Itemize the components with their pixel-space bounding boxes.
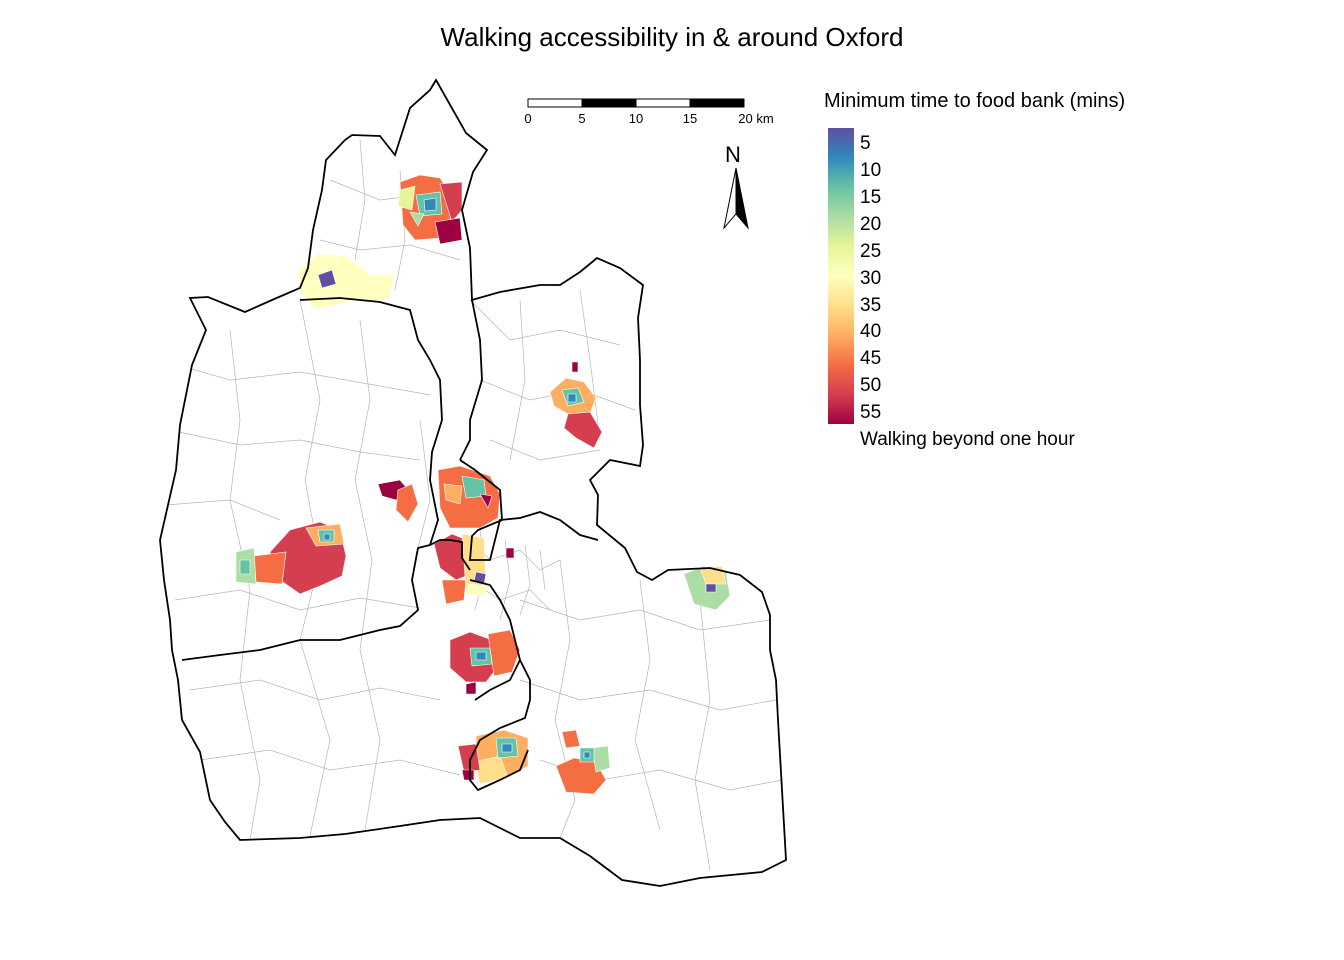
scale-bar xyxy=(527,98,745,108)
scale-label: 5 xyxy=(578,111,586,126)
legend-colorbar xyxy=(828,128,854,424)
legend-tick: 5 xyxy=(860,133,871,154)
lsoa-boundaries xyxy=(160,139,783,871)
district-boundaries xyxy=(159,78,787,887)
legend-tick: 25 xyxy=(860,241,882,262)
legend-tick: 50 xyxy=(860,375,882,396)
legend-tick: 10 xyxy=(860,160,882,181)
legend-tick: 45 xyxy=(860,348,882,369)
north-label: N xyxy=(725,142,741,167)
legend-tick: 35 xyxy=(860,295,882,316)
legend-tick: 55 xyxy=(860,402,882,423)
scale-label: 15 xyxy=(682,111,698,126)
scale-label: 0 xyxy=(524,111,532,126)
scale-label: 20 km xyxy=(738,111,774,126)
legend-tick: 30 xyxy=(860,268,882,289)
legend-tick: 20 xyxy=(860,214,882,235)
legend-title: Minimum time to food bank (mins) xyxy=(824,90,1126,112)
scale-label: 10 xyxy=(628,111,644,126)
accessibility-areas xyxy=(235,174,731,795)
legend-na-label: Walking beyond one hour xyxy=(860,429,1075,450)
north-arrow-icon xyxy=(723,167,749,230)
legend-tick: 15 xyxy=(860,187,882,208)
legend-tick: 40 xyxy=(860,321,882,342)
map-title: Walking accessibility in & around Oxford xyxy=(440,22,904,52)
